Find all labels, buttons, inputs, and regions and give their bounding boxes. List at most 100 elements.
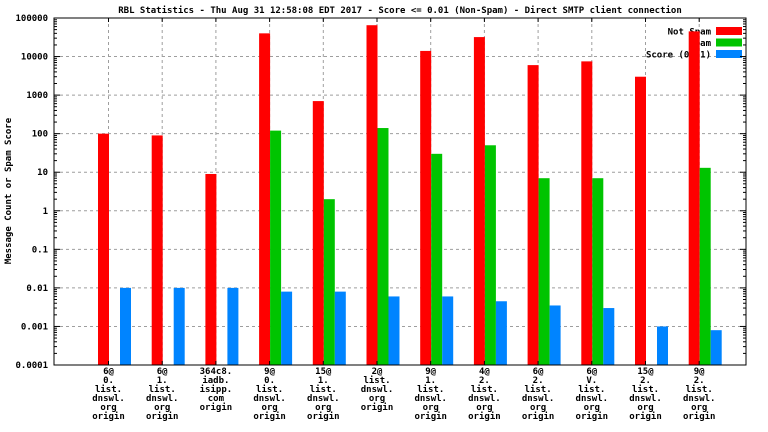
x-tick-label: origin: [683, 411, 716, 422]
bar-not-spam-5: [366, 25, 378, 366]
x-tick-label: 2.: [694, 376, 705, 386]
x-tick-label: 2@: [372, 367, 383, 377]
x-tick-label: list.: [471, 384, 498, 395]
x-tick-label: list.: [256, 384, 283, 395]
legend-label: Score (0..1): [646, 51, 711, 61]
x-tick-label: list.: [363, 375, 390, 386]
bar-score-0-1-2: [227, 287, 239, 365]
bar-score-0-1-0: [120, 287, 131, 365]
x-tick-label: origin: [576, 411, 609, 422]
legend-swatch: [716, 50, 742, 58]
x-tick-label: origin: [253, 411, 286, 422]
x-tick-label: V.: [586, 376, 597, 386]
y-tick-label: 0.01: [26, 284, 48, 294]
bar-not-spam-11: [688, 31, 700, 366]
bar-score-0-1-10: [657, 326, 668, 365]
x-tick-label: iadb.: [202, 375, 229, 386]
x-tick-label: org: [369, 394, 385, 404]
x-tick-label: dnswl.: [683, 394, 716, 404]
bar-spam-7: [484, 145, 496, 365]
x-tick-label: org: [691, 403, 707, 413]
x-tick-label: origin: [468, 411, 501, 422]
bar-score-0-1-4: [334, 291, 346, 365]
x-tick-label: 9@: [694, 367, 705, 377]
x-tick-label: list.: [525, 384, 552, 395]
bar-not-spam-2: [205, 173, 217, 365]
x-tick-label: org: [637, 403, 653, 413]
x-tick-label: dnswl.: [414, 394, 447, 404]
bars: [98, 25, 722, 366]
bar-score-0-1-6: [442, 296, 454, 365]
x-tick-label: origin: [629, 411, 662, 422]
x-tick-label: 6@: [103, 367, 114, 377]
x-tick-label: 0.: [264, 376, 275, 386]
bar-not-spam-10: [635, 76, 646, 365]
x-tick-label: isipp.: [200, 384, 233, 395]
x-tick-label: 364c8.: [200, 367, 233, 377]
bar-spam-3: [270, 130, 282, 365]
y-tick-label: 0.1: [32, 245, 48, 255]
y-tick-label: 100: [32, 130, 48, 140]
x-tick-label: org: [584, 403, 600, 413]
x-tick-label: dnswl.: [361, 385, 394, 395]
x-tick-label: 4@: [479, 367, 490, 377]
x-tick-label: origin: [361, 402, 394, 413]
x-tick-label: dnswl.: [522, 394, 555, 404]
y-axis-title: Message Count or Spam Score: [4, 117, 14, 264]
x-tick-label: origin: [307, 411, 340, 422]
bar-score-0-1-3: [281, 291, 293, 365]
axis-tick-labels: 100000 10000 1000 100 10 1 0.1 0.01 0.001 0.0001 6…: [15, 14, 715, 422]
y-tick-label: 1000: [26, 91, 48, 101]
x-tick-label: org: [154, 403, 170, 413]
bar-not-spam-6: [420, 50, 432, 365]
bar-score-0-1-9: [603, 308, 615, 365]
x-tick-label: dnswl.: [92, 394, 125, 404]
x-tick-label: 6@: [157, 367, 168, 377]
x-tick-label: dnswl.: [576, 394, 609, 404]
bar-spam-9: [592, 178, 604, 365]
chart-title: RBL Statistics - Thu Aug 31 12:58:08 EDT…: [118, 5, 682, 16]
x-tick-label: org: [315, 403, 331, 413]
x-tick-label: origin: [146, 411, 179, 422]
x-tick-label: 1.: [425, 376, 436, 386]
bar-not-spam-1: [151, 135, 163, 365]
plot-border: [53, 17, 747, 366]
x-tick-label: list.: [149, 384, 176, 395]
y-tick-label: 10: [37, 168, 48, 178]
x-tick-label: list.: [578, 384, 605, 395]
bar-not-spam-3: [259, 33, 271, 365]
y-tick-label: 1: [43, 207, 48, 217]
y-tick-label: 0.0001: [15, 361, 48, 371]
x-tick-label: 15@: [637, 367, 654, 377]
legend-swatch: [716, 38, 742, 47]
bar-score-0-1-7: [495, 301, 507, 365]
bar-not-spam-0: [98, 133, 109, 365]
x-tick-label: 1.: [318, 376, 329, 386]
x-tick-label: list.: [95, 384, 122, 395]
x-tick-label: list.: [686, 384, 713, 395]
x-tick-label: dnswl.: [629, 394, 662, 404]
x-tick-label: org: [476, 403, 492, 413]
bar-score-0-1-11: [710, 330, 722, 365]
y-tick-label: 10000: [21, 53, 48, 63]
x-tick-label: origin: [522, 411, 555, 422]
x-tick-label: 2.: [533, 376, 544, 386]
x-tick-label: 9@: [425, 367, 436, 377]
bar-spam-5: [377, 128, 389, 365]
legend-swatch: [716, 27, 742, 35]
bar-not-spam-8: [527, 65, 539, 365]
bar-score-0-1-1: [173, 287, 185, 365]
x-tick-label: origin: [414, 411, 447, 422]
axes-frame: [53, 17, 747, 366]
x-tick-label: 6@: [586, 367, 597, 377]
x-tick-label: org: [530, 403, 546, 413]
x-tick-label: 15@: [315, 367, 332, 377]
x-tick-label: list.: [632, 384, 659, 395]
legend-label: Spam: [689, 39, 711, 49]
x-tick-label: dnswl.: [468, 394, 501, 404]
bar-score-0-1-5: [388, 296, 400, 365]
x-tick-label: 2.: [640, 376, 651, 386]
x-tick-label: origin: [92, 411, 125, 422]
